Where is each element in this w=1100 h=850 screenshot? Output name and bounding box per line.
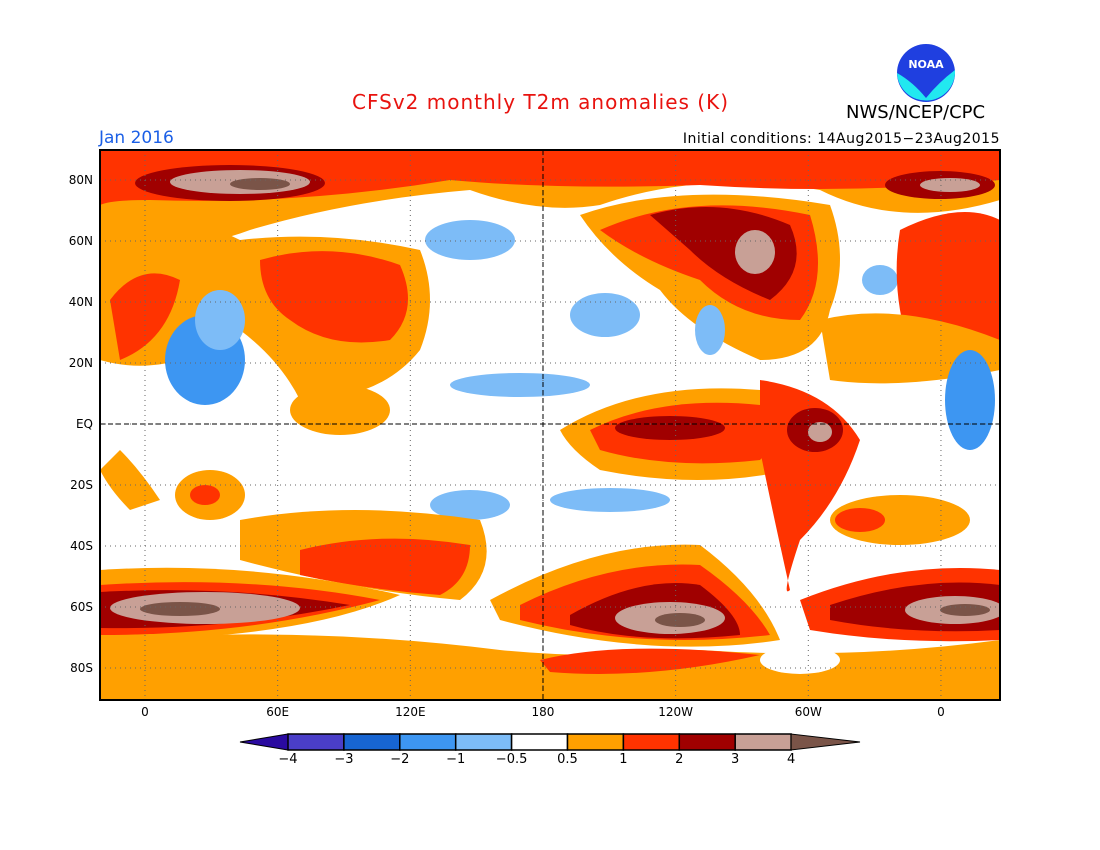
colorbar-swatch [510, 733, 569, 751]
colorbar-label: −1 [446, 752, 465, 767]
map-title: CFSv2 monthly T2m anomalies (K) [352, 90, 729, 114]
colorbar-label: 3 [731, 752, 739, 767]
lon-tick-label: 0 [937, 705, 945, 719]
colorbar-label: −2 [390, 752, 409, 767]
colorbar-label: 1 [619, 752, 627, 767]
lat-tick-label: 60S [70, 600, 93, 614]
colorbar-label: 0.5 [557, 752, 578, 767]
lat-tick-label: 60N [69, 234, 93, 248]
axis-ticks: 0 60E 120E 180 120W 60W 0 80N 60N 40N 20N EQ 20S 40S 6… [69, 173, 945, 719]
lat-tick-label: 20N [69, 356, 93, 370]
colorbar-swatch [678, 733, 736, 751]
lon-tick-label: 180 [532, 705, 555, 719]
colorbar-label: −3 [334, 752, 353, 767]
noaa-logo-icon: NOAA [897, 44, 956, 102]
lon-tick-label: 0 [141, 705, 149, 719]
lon-tick-label: 120E [395, 705, 426, 719]
valid-month: Jan 2016 [99, 128, 174, 148]
svg-text:NOAA: NOAA [908, 58, 944, 71]
colorbar-low-arrow [239, 733, 289, 751]
lon-tick-label: 120W [658, 705, 693, 719]
lat-tick-label: 40S [70, 539, 93, 553]
lat-tick-label: 80N [69, 173, 93, 187]
map-frame [99, 149, 1001, 701]
lon-tick-label: 60E [266, 705, 289, 719]
colorbar-label: −0.5 [496, 752, 528, 767]
initial-conditions: Initial conditions: 14Aug2015−23Aug2015 [682, 131, 1000, 147]
anomaly-field [100, 150, 1000, 700]
colorbar-label: 4 [787, 752, 795, 767]
colorbar-swatch [454, 733, 513, 751]
colorbar-high-arrow [790, 733, 861, 751]
lat-tick-label: 80S [70, 661, 93, 675]
lat-tick-label: 20S [70, 478, 93, 492]
colorbar-label: −4 [278, 752, 297, 767]
colorbar: −4 −3 −2 −1 −0.5 0.5 1 2 3 4 [239, 733, 861, 767]
lon-tick-label: 60W [795, 705, 822, 719]
colorbar-swatch [399, 733, 457, 751]
lat-tick-label: EQ [76, 417, 93, 431]
lat-tick-label: 40N [69, 295, 93, 309]
colorbar-swatch [734, 733, 792, 751]
colorbar-label: 2 [675, 752, 683, 767]
colorbar-swatch [287, 733, 345, 751]
colorbar-swatch [566, 733, 625, 751]
colorbar-swatch [622, 733, 681, 751]
colorbar-swatch [343, 733, 401, 751]
organization-label: NWS/NCEP/CPC [846, 102, 986, 123]
